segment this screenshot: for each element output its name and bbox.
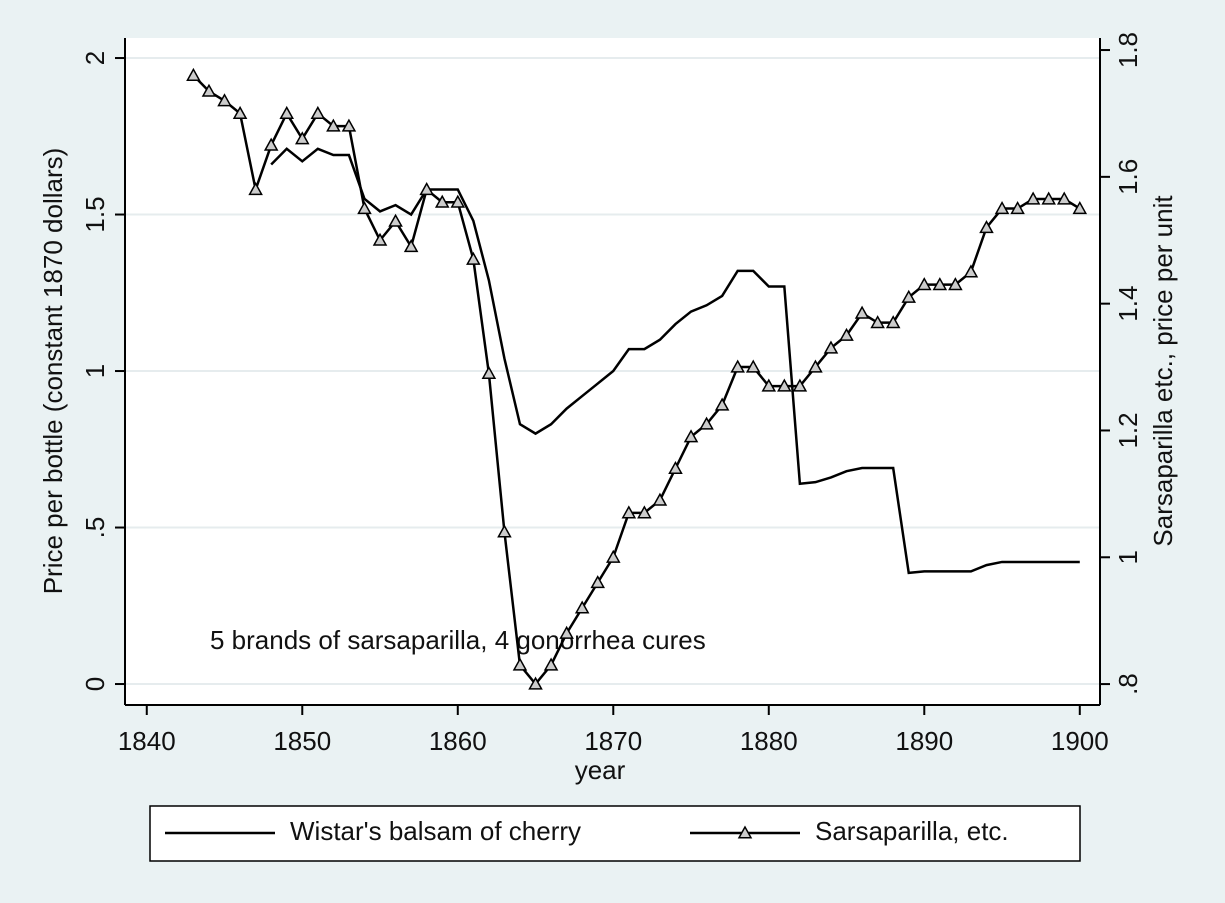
marker <box>606 549 621 563</box>
y2-axis-title: Sarsaparilla etc., price per unit <box>1148 195 1178 547</box>
y-tick-label: 1 <box>80 364 110 378</box>
marker <box>481 365 497 379</box>
marker <box>823 340 839 354</box>
marker <box>621 505 637 519</box>
marker <box>326 118 341 132</box>
marker <box>512 657 528 671</box>
marker <box>388 213 403 227</box>
marker <box>294 131 310 145</box>
marker <box>186 67 201 81</box>
marker <box>543 657 559 671</box>
marker <box>248 181 263 196</box>
marker <box>948 277 963 291</box>
marker <box>683 429 699 443</box>
marker <box>963 264 979 278</box>
marker <box>885 315 901 329</box>
marker <box>559 625 574 639</box>
marker <box>310 105 326 119</box>
marker <box>1025 191 1041 205</box>
marker <box>466 251 481 265</box>
x-tick-label: 1880 <box>740 726 798 756</box>
y-tick-label: 1.5 <box>80 196 110 232</box>
marker <box>450 194 466 208</box>
marker <box>994 201 1010 215</box>
marker <box>217 93 232 107</box>
legend-label: Wistar's balsam of cherry <box>290 816 581 846</box>
marker <box>263 137 279 151</box>
marker <box>497 524 512 538</box>
marker <box>372 232 388 246</box>
marker <box>652 492 668 506</box>
x-axis-title: year <box>575 755 626 785</box>
y-tick-label: .5 <box>80 517 110 539</box>
y-tick-label: 0 <box>80 677 110 691</box>
y2-tick-label: 1.8 <box>1113 32 1143 68</box>
marker <box>714 397 730 411</box>
marker <box>870 315 885 329</box>
marker <box>979 220 994 234</box>
marker <box>232 105 248 119</box>
y2-tick-label: 1 <box>1113 550 1143 564</box>
y2-tick-label: 1.6 <box>1113 159 1143 195</box>
legend-marker <box>737 825 753 839</box>
marker <box>528 676 543 690</box>
legend <box>149 805 1081 862</box>
marker <box>699 416 714 430</box>
marker <box>932 277 948 291</box>
x-tick-label: 1850 <box>273 726 331 756</box>
series-line <box>192 74 1081 687</box>
y2-tick-label: .8 <box>1113 673 1143 695</box>
y2-tick-label: 1.4 <box>1113 286 1143 322</box>
marker <box>668 460 683 475</box>
x-tick-label: 1870 <box>584 726 642 756</box>
marker <box>1072 201 1088 215</box>
series-line <box>270 147 1080 575</box>
marker <box>279 105 294 119</box>
marker <box>808 359 823 373</box>
marker <box>839 327 854 341</box>
legend-label: Sarsaparilla, etc. <box>815 816 1009 846</box>
y-tick-label: 2 <box>80 51 110 65</box>
marker <box>1056 191 1072 205</box>
marker <box>590 575 606 589</box>
x-tick-label: 1840 <box>118 726 176 756</box>
x-tick-label: 1860 <box>429 726 487 756</box>
marker <box>761 378 777 392</box>
marker <box>403 239 419 253</box>
marker <box>917 277 932 291</box>
marker <box>854 305 870 319</box>
y2-tick-label: 1.2 <box>1113 412 1143 448</box>
marker <box>1010 201 1025 215</box>
marker <box>341 118 357 132</box>
marker <box>434 194 450 208</box>
marker <box>574 600 590 614</box>
marker <box>745 359 761 373</box>
x-tick-label: 1890 <box>895 726 953 756</box>
marker <box>637 505 652 519</box>
marker <box>777 378 792 392</box>
marker <box>201 83 217 97</box>
annotation: 5 brands of sarsaparilla, 4 gonorrhea cu… <box>210 625 706 655</box>
y-axis-title: Price per bottle (constant 1870 dollars) <box>38 148 68 595</box>
marker <box>1041 191 1056 205</box>
marker <box>901 289 917 303</box>
x-tick-label: 1900 <box>1051 726 1109 756</box>
marker <box>419 181 434 196</box>
marker <box>357 201 372 215</box>
marker <box>792 378 808 392</box>
marker <box>730 359 745 373</box>
